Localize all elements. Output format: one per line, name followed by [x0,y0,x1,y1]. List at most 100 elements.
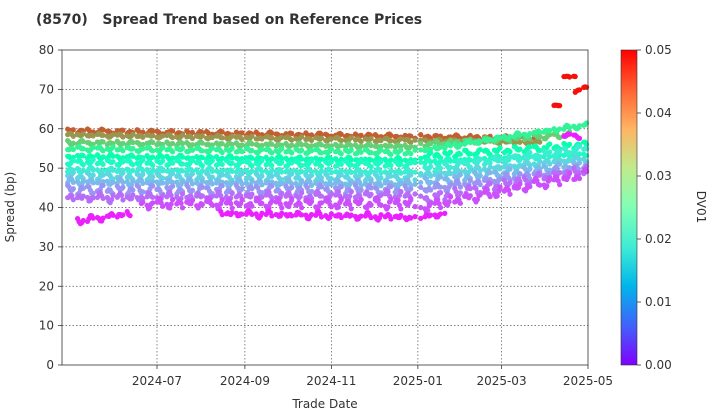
data-point [437,184,444,190]
data-point [328,136,334,142]
data-point [497,166,503,172]
data-point [412,169,418,175]
data-point [412,160,418,166]
data-point [517,146,523,152]
data-point [412,214,418,220]
data-point [368,135,374,142]
data-point [169,140,176,147]
data-point [239,171,245,177]
data-point [269,183,275,189]
data-point [527,149,533,156]
data-point [229,205,235,211]
data-point [269,150,275,156]
data-point [199,155,205,161]
data-point [338,172,344,178]
data-point [90,180,96,186]
data-point [289,130,295,137]
data-point [269,141,275,147]
data-point [368,168,374,174]
data-point [150,128,156,134]
y-tick-label: 30 [39,240,54,254]
data-point [259,194,265,200]
data-point [150,174,156,180]
data-point [547,149,553,155]
data-point [179,140,186,147]
colorbar-tick-label: 0.04 [645,106,672,120]
data-point [80,138,86,145]
data-point [412,191,418,197]
data-point [120,148,126,154]
data-point [276,196,282,202]
data-point [199,184,205,190]
data-point [120,184,126,190]
data-point [179,205,186,211]
data-point [348,135,354,141]
data-point [80,178,86,184]
data-point [130,145,136,152]
data-point [130,167,136,174]
data-point [178,200,184,206]
data-point [368,163,374,170]
data-point [527,176,533,182]
y-tick-label: 60 [39,122,54,136]
data-point [507,134,513,140]
data-point [408,139,414,145]
data-point [120,159,126,165]
data-point [249,155,255,161]
data-point [279,210,285,216]
data-point [120,170,126,176]
data-point [70,146,76,153]
data-point [428,163,434,170]
data-point [572,73,578,80]
data-point [506,187,512,193]
data-point [368,202,374,208]
data-point [168,192,174,198]
data-point [428,187,434,193]
data-point [358,213,364,219]
data-point [566,124,573,131]
data-point [566,165,573,171]
data-point [160,175,166,181]
data-point [497,184,503,190]
data-point [160,133,166,139]
colorbar-label: DV01 [694,191,708,224]
data-point [435,196,441,203]
data-point [385,189,391,195]
data-point [565,174,571,180]
data-point [70,140,76,146]
chart-title: (8570) Spread Trend based on Reference P… [36,12,422,28]
data-point [259,146,265,153]
colorbar-tick-label: 0.03 [645,169,672,183]
data-point [378,147,384,153]
data-point [150,167,156,174]
data-point [279,190,285,196]
data-point [110,132,116,138]
data-point [388,173,394,179]
data-point [189,171,196,177]
data-point [477,168,483,174]
data-point [308,182,315,188]
data-point [566,170,573,176]
data-point [537,172,543,178]
data-point [90,190,96,196]
data-point [219,167,225,174]
data-point [328,211,334,217]
data-point [388,216,394,222]
data-point [110,159,116,165]
data-point [110,167,116,173]
data-point [249,178,255,184]
data-point [467,186,473,192]
data-point [100,195,106,202]
data-point [477,173,483,179]
data-point [378,159,384,165]
data-point [398,136,404,142]
data-point [447,143,454,149]
data-point [150,139,156,146]
data-point [358,143,364,149]
data-point [299,212,305,218]
data-point [229,179,235,186]
data-point [583,169,590,175]
x-tick-label: 2024-09 [220,374,270,388]
data-point [289,160,295,166]
data-point [318,163,325,169]
